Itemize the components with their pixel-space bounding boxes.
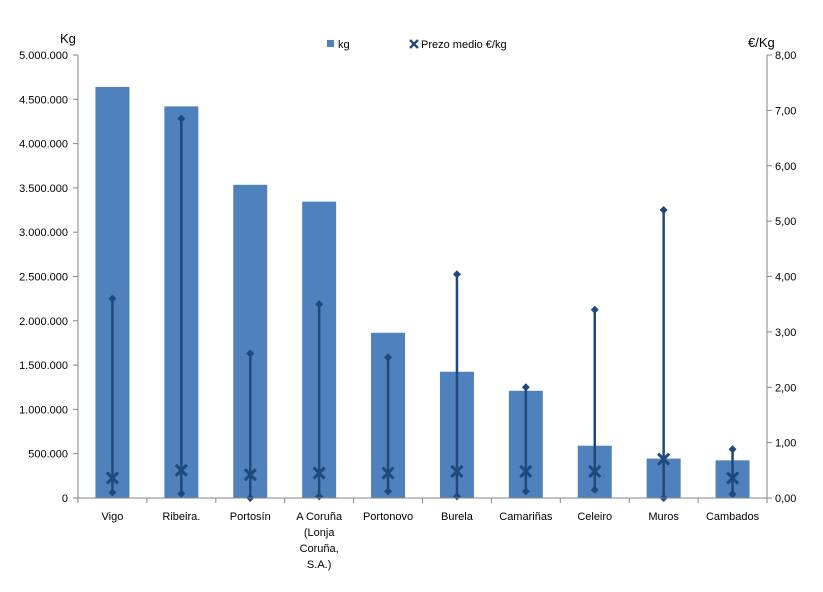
category-label: Portonovo xyxy=(363,511,413,523)
left-tick-label: 2.000.000 xyxy=(19,316,68,328)
left-tick-label: 1.500.000 xyxy=(19,360,68,372)
right-tick-label: 0,00 xyxy=(775,493,796,505)
price-marker xyxy=(657,452,671,466)
price-range-endpoint xyxy=(659,206,668,215)
left-tick-label: 500.000 xyxy=(28,449,68,461)
legend-label-price: Prezo medio €/kg xyxy=(421,39,507,51)
price-range-endpoint xyxy=(246,349,255,358)
price-marker xyxy=(450,464,464,478)
category-label: Ribeira. xyxy=(162,511,200,523)
left-tick-label: 3.500.000 xyxy=(19,183,68,195)
price-range-series xyxy=(108,114,737,502)
left-tick-label: 5.000.000 xyxy=(19,50,68,62)
category-label: Burela xyxy=(441,511,474,523)
legend-marker-price xyxy=(409,39,419,49)
left-tick-label: 3.000.000 xyxy=(19,227,68,239)
right-tick-label: 3,00 xyxy=(775,327,796,339)
price-range-endpoint xyxy=(728,490,737,499)
right-tick-label: 8,00 xyxy=(775,50,796,62)
left-tick-label: 1.000.000 xyxy=(19,404,68,416)
category-label: Camariñas xyxy=(499,511,553,523)
price-range-endpoint xyxy=(177,114,186,123)
price-range-endpoint xyxy=(590,305,599,314)
right-tick-label: 7,00 xyxy=(775,105,796,117)
price-range-endpoint xyxy=(384,487,393,496)
left-axis-label: Kg xyxy=(60,31,76,46)
left-tick-label: 2.500.000 xyxy=(19,272,68,284)
legend-label-kg: kg xyxy=(338,39,350,51)
axes xyxy=(77,55,768,503)
category-label: Muros xyxy=(648,511,679,523)
price-marker xyxy=(519,464,533,478)
right-tick-label: 4,00 xyxy=(775,272,796,284)
legend: kg Prezo medio €/kg xyxy=(327,39,507,51)
category-label: Celeiro xyxy=(577,511,612,523)
price-marker xyxy=(105,471,120,485)
right-axis: 0,00 1,00 2,00 3,00 4,00 5,00 6,00 7,00 8,00 xyxy=(767,50,796,505)
price-range-endpoint xyxy=(177,489,186,498)
price-marker xyxy=(725,471,740,485)
left-tick-label: 4.000.000 xyxy=(19,139,68,151)
price-marker xyxy=(174,463,188,477)
price-marker xyxy=(588,464,602,478)
price-marker xyxy=(381,466,395,480)
price-marker xyxy=(243,468,257,482)
category-label: Vigo xyxy=(102,511,124,523)
category-label: Portosín xyxy=(230,511,271,523)
price-marker-series xyxy=(105,452,740,485)
category-label: Cambados xyxy=(706,511,760,523)
price-range-endpoint xyxy=(384,353,393,362)
right-tick-label: 5,00 xyxy=(775,216,796,228)
price-range-endpoint xyxy=(728,445,737,454)
legend-swatch-kg xyxy=(327,40,334,47)
left-axis: 0 500.000 1.000.000 1.500.000 2.000.000 2.500… xyxy=(19,50,78,505)
right-axis-label: €/Kg xyxy=(748,35,775,50)
left-tick-label: 4.500.000 xyxy=(19,94,68,106)
price-range-endpoint xyxy=(315,300,324,309)
price-marker xyxy=(312,466,326,480)
category-axis: Vigo Ribeira. Portosín A Coruña (Lonja Coruña… xyxy=(102,511,760,571)
price-range-endpoint xyxy=(452,270,461,279)
price-range-endpoint xyxy=(521,487,530,496)
bar-series-kg xyxy=(95,86,750,498)
category-label: A Coruña (Lonja Coruña, S.A.) xyxy=(296,511,343,571)
right-tick-label: 6,00 xyxy=(775,161,796,173)
price-range-endpoint xyxy=(521,383,530,392)
price-range-endpoint xyxy=(590,485,599,494)
right-tick-label: 2,00 xyxy=(775,382,796,394)
left-tick-label: 0 xyxy=(62,493,68,505)
price-range-endpoint xyxy=(108,294,117,303)
price-range-endpoint xyxy=(108,488,117,497)
right-tick-label: 1,00 xyxy=(775,438,796,450)
